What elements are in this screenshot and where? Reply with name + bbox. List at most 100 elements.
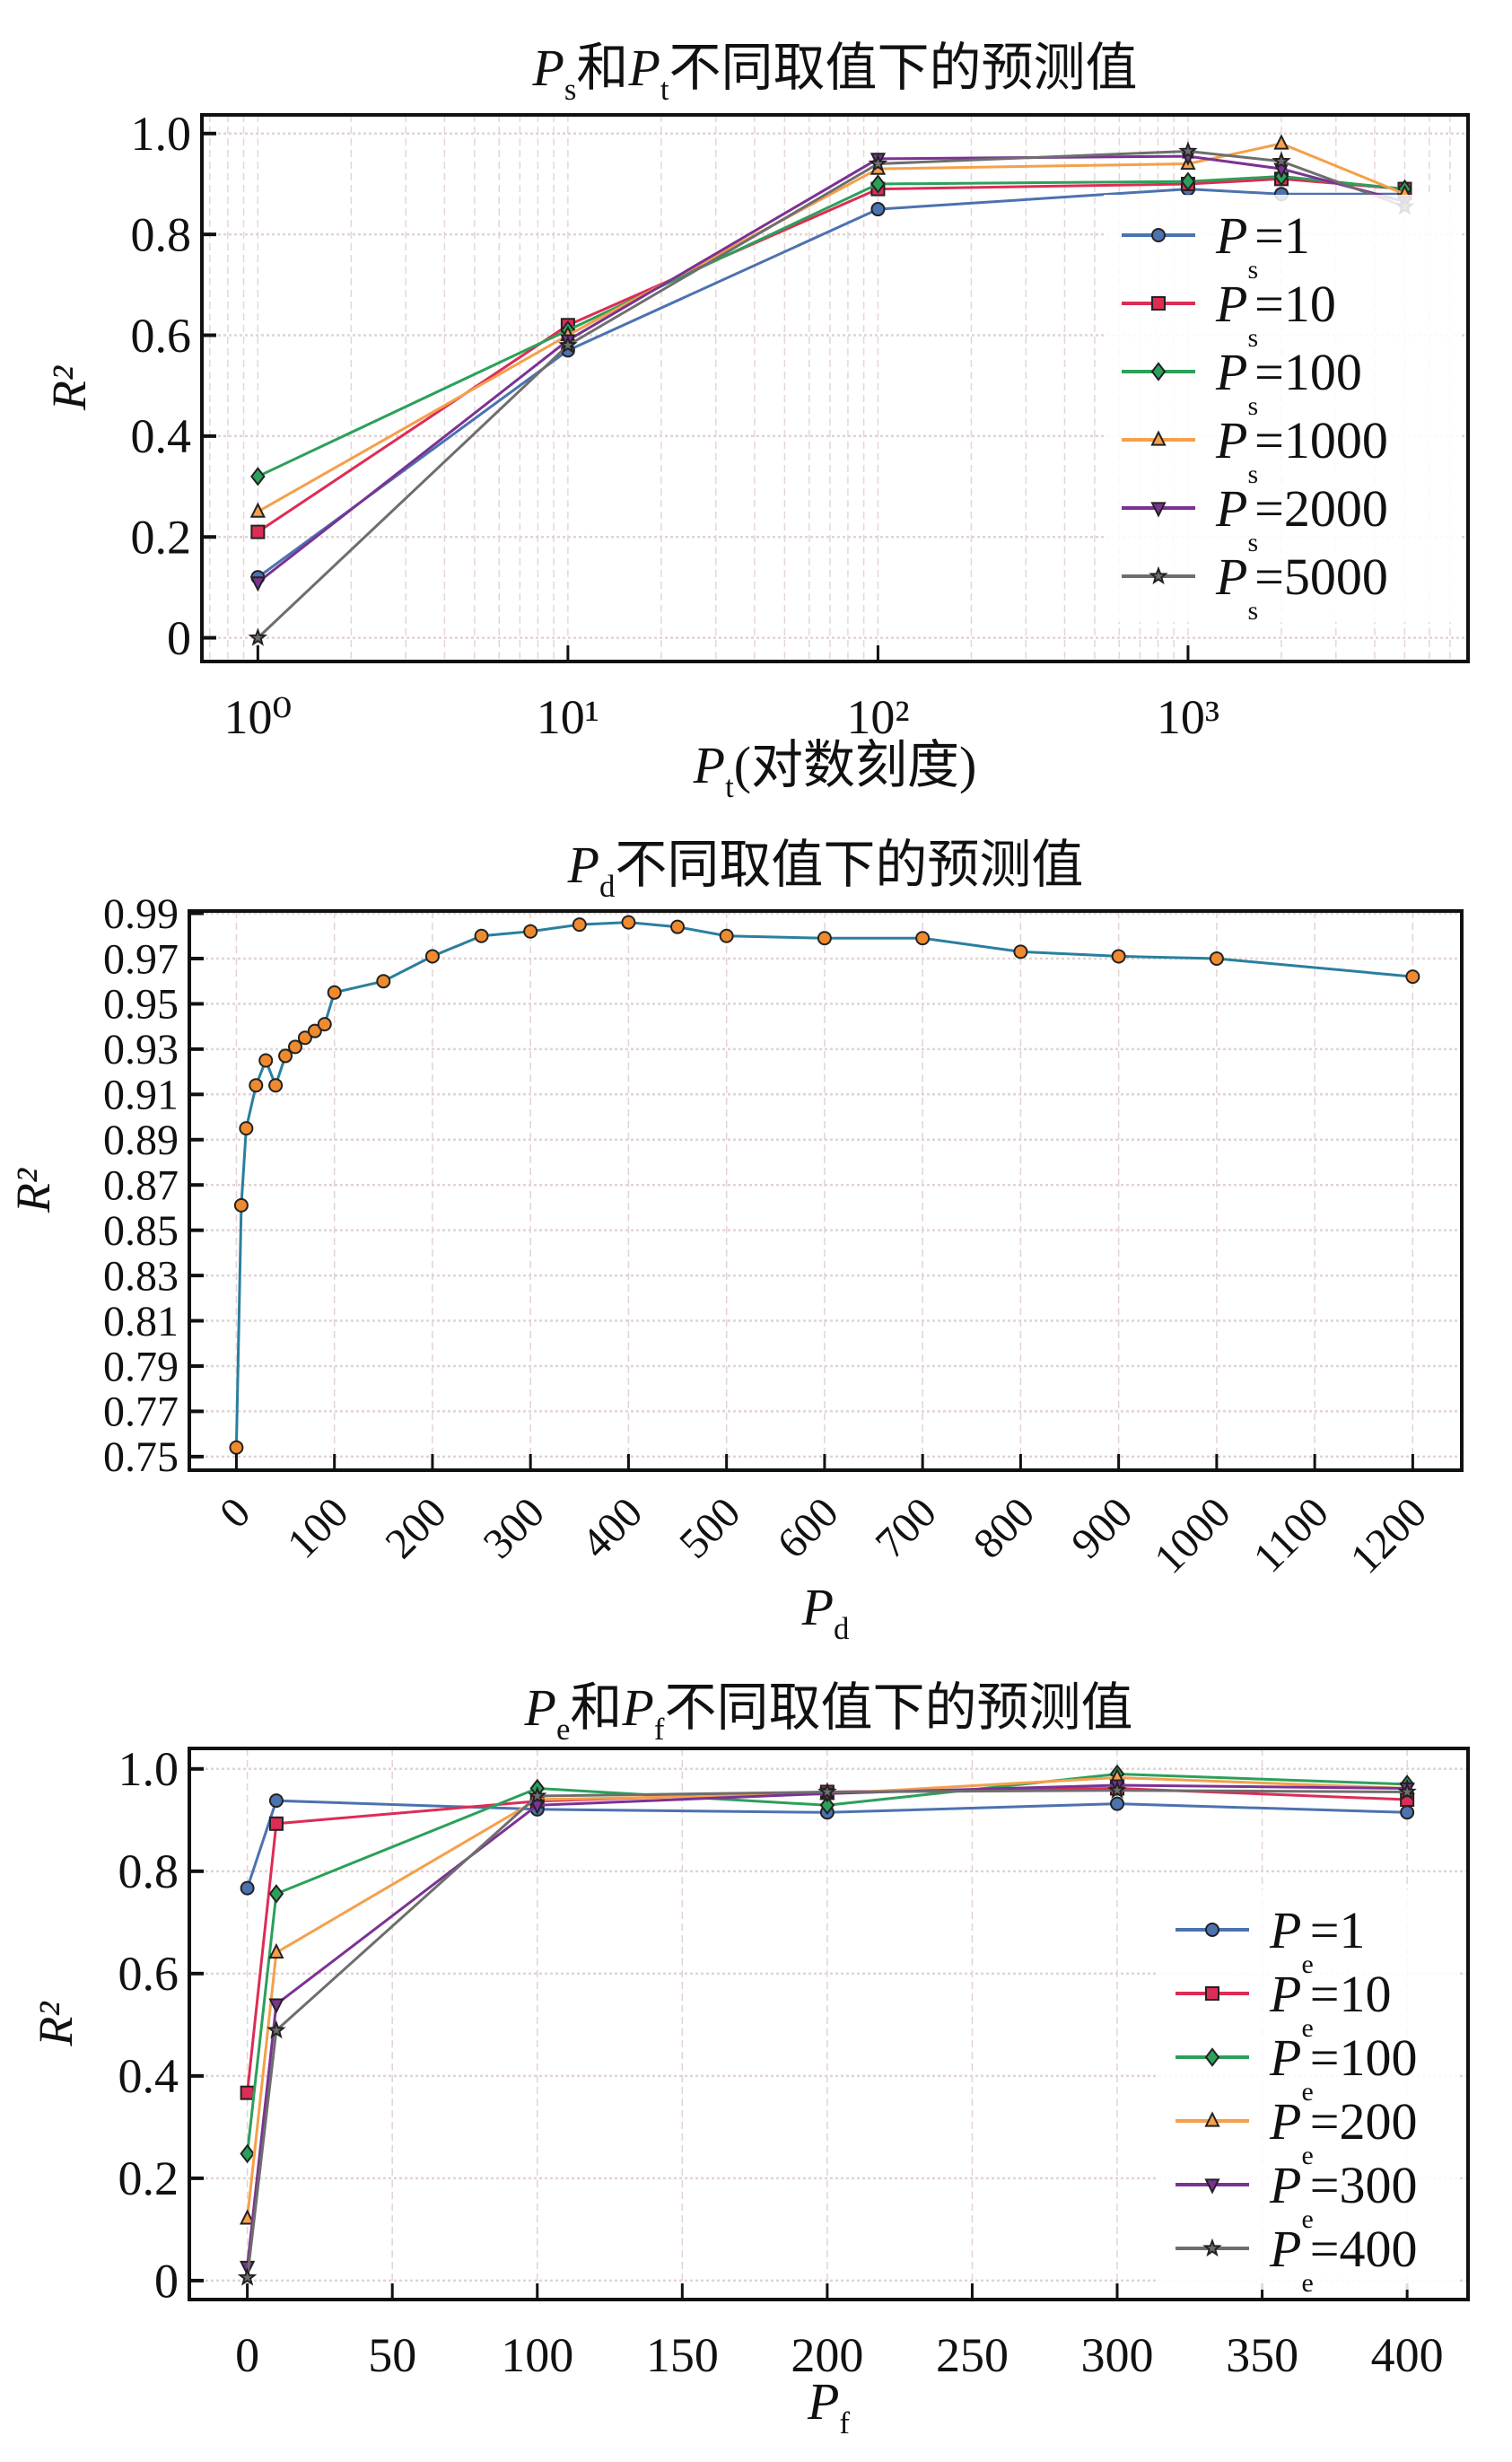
x-tick-label: 10⁰ [224,690,293,744]
x-tick-label: 1200 [1342,1488,1436,1582]
y-tick-label: 0.91 [103,1072,179,1119]
y-tick-label: 0 [154,2254,179,2308]
chart-title-part: P [567,836,599,894]
legend-item: Pe=300 [1176,2156,1417,2234]
series-line [246,1783,1408,2267]
x-tick-label: 0 [211,1488,259,1537]
data-point [267,2020,286,2039]
chart-title-part: 不同取值下的预测值 [664,1678,1132,1737]
x-tick-label: 50 [368,2328,416,2382]
chart-title: Pd不同取值下的预测值 [567,836,1084,904]
data-point [670,919,686,934]
legend-marker [1204,2178,1220,2195]
y-tick-label: 0.79 [103,1343,179,1390]
chart-title-part: 和 [570,1678,622,1737]
y-tick-label: 0.8 [118,1844,179,1898]
legend-value: =10 [1310,1965,1392,2023]
data-point [1405,969,1420,985]
series-line [257,142,1406,513]
legend-marker [1150,362,1167,381]
legend-sub: s [1247,460,1258,489]
legend-item: Ps=1 [1122,206,1310,285]
legend-value: =400 [1310,2220,1418,2278]
series-line [257,188,1405,579]
legend-item: Ps=5000 [1122,548,1388,626]
data-point [868,153,888,172]
y-tick-label: 0.6 [118,1947,179,2001]
chart-title-part: P [621,1678,653,1737]
x-tick-label: 400 [1371,2328,1444,2382]
legend-sub: s [1247,391,1258,421]
x-axis-label: Pd [801,1578,850,1646]
x-axis-label: Pf [807,2372,850,2440]
data-point [307,1023,322,1038]
y-tick-label: 0.93 [103,1026,179,1073]
series-line [229,915,1420,1455]
legend-var: P [1215,411,1247,469]
y-tick-label: 0.99 [103,890,179,938]
data-point [1272,151,1291,170]
x-tick-label: 300 [1081,2328,1154,2382]
data-point [1178,141,1198,160]
legend-var: P [1269,2092,1301,2151]
legend-value: =100 [1254,343,1362,401]
y-tick-label: 0.97 [103,935,179,983]
chart-title-part: P [531,39,564,97]
legend-value: =1 [1310,1901,1366,1959]
legend-label: Pe=300 [1269,2156,1417,2234]
x-tick-label: 10¹ [537,690,599,744]
y-tick-label: 0.4 [118,2049,179,2103]
x-tick-label: 100 [501,2328,573,2382]
legend-sub: e [1301,2141,1313,2170]
x-tick-label: 0 [235,2328,259,2382]
x-axis-label-part: P [693,736,725,794]
x-axis-label-part: d [834,1611,849,1646]
series-P_e=400 [237,1780,1417,2286]
data-point [278,1048,293,1064]
legend-sub: s [1247,596,1258,626]
data-point [1209,951,1224,966]
data-point [1397,1782,1417,1801]
x-axis-label-part: P [801,1578,834,1636]
data-point [1107,1780,1127,1799]
legend-label: Pe=400 [1269,2220,1417,2298]
legend-label: Pe=10 [1269,1965,1391,2043]
y-tick-label: 0.83 [103,1252,179,1300]
y-tick-label: 0.87 [103,1162,179,1210]
data-point [915,931,931,946]
plot-frame [200,113,1470,663]
y-tick-label: 0.77 [103,1389,179,1436]
x-tick-label: 200 [376,1488,455,1567]
legend-label: Ps=10 [1215,275,1336,353]
series-line [257,149,1406,639]
data-point [1111,949,1126,964]
legend-label: Ps=2000 [1215,479,1388,557]
data-point [572,917,587,933]
series-line [246,1799,1408,1889]
data-point [376,974,391,989]
data-point [1180,171,1196,191]
legend-sub: e [1301,2268,1313,2298]
data-point [1110,1796,1125,1811]
legend-item: Pe=10 [1176,1965,1391,2043]
data-point [233,1197,249,1213]
x-tick-label: 500 [670,1488,749,1567]
x-axis-label-part: (对数刻度) [734,736,977,794]
legend-item: Ps=100 [1122,343,1362,421]
series-P_s=5000 [248,141,1415,646]
chart-title-part: 不同取值下的预测值 [669,39,1138,97]
legend-marker [1202,2238,1222,2257]
legend-var: P [1269,2156,1301,2214]
data-point [327,985,342,1000]
legend-value: =10 [1254,275,1336,333]
legend-marker [1205,1986,1219,2001]
chart-title-part: 不同取值下的预测值 [615,836,1083,894]
legend-var: P [1215,548,1247,606]
data-point [268,1942,284,1959]
legend-label: Ps=5000 [1215,548,1388,626]
legend-var: P [1269,2028,1301,2087]
series-line [257,174,1405,478]
legend-var: P [1269,2220,1301,2278]
legend-sub: e [1301,2204,1313,2234]
